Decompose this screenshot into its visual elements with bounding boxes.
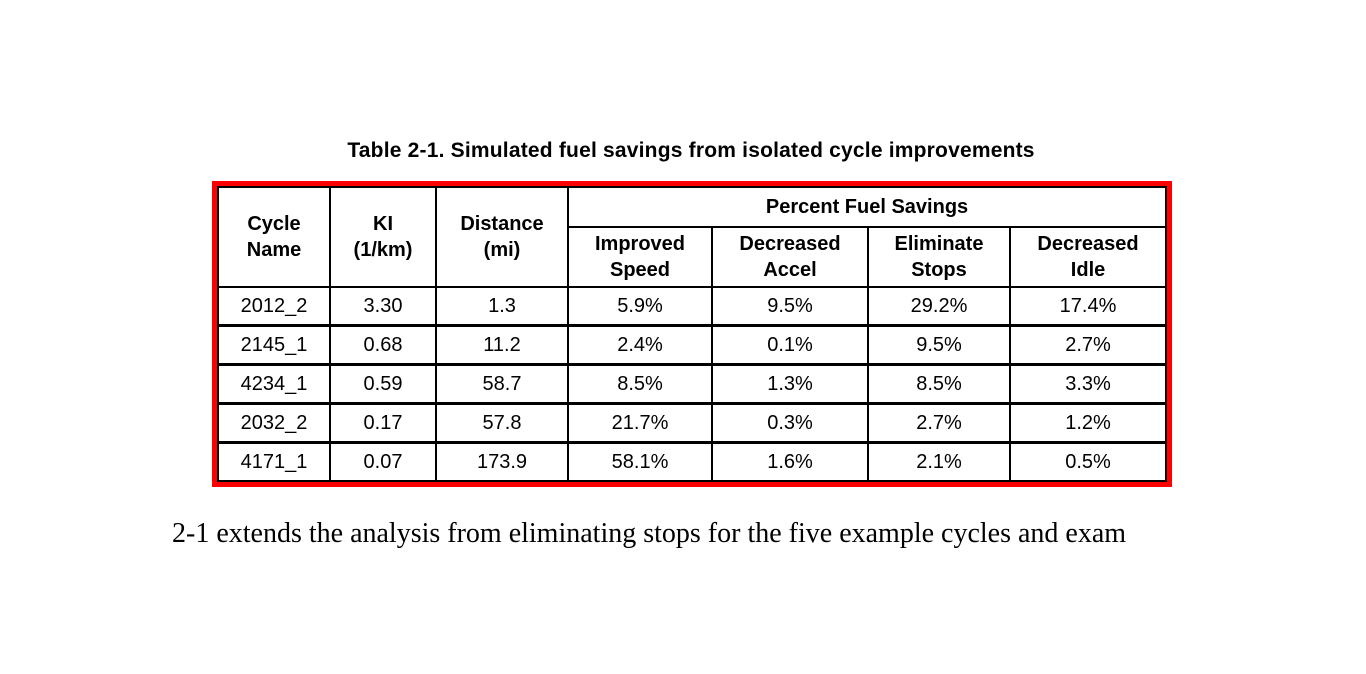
cell-eliminate-stops: 9.5% xyxy=(867,324,1011,366)
cell-ki: 0.07 xyxy=(329,441,437,482)
table-row: 4234_1 0.59 58.7 8.5% 1.3% 8.5% 3.3% xyxy=(217,363,1168,405)
cell-decreased-idle: 1.2% xyxy=(1008,402,1168,444)
table-red-frame: Cycle Name KI (1/km) Distance (mi) Perce… xyxy=(212,181,1173,487)
cell-improved-speed: 58.1% xyxy=(567,441,713,482)
cell-decreased-accel: 0.1% xyxy=(711,324,869,366)
cell-decreased-accel: 1.6% xyxy=(711,441,869,482)
col-header-cycle-name: Cycle Name xyxy=(217,186,331,288)
cell-improved-speed: 21.7% xyxy=(567,402,713,444)
cell-eliminate-stops: 8.5% xyxy=(867,363,1011,405)
table-row: 4171_1 0.07 173.9 58.1% 1.6% 2.1% 0.5% xyxy=(217,441,1168,482)
cell-distance: 58.7 xyxy=(435,363,569,405)
cell-decreased-accel: 0.3% xyxy=(711,402,869,444)
header-row-sub: Improved Speed Decreased Accel Eliminate… xyxy=(218,226,1168,288)
col-header-improved-speed: Improved Speed xyxy=(567,226,713,288)
cell-eliminate-stops: 2.1% xyxy=(867,441,1011,482)
fuel-savings-table: Cycle Name KI (1/km) Distance (mi) Perce… xyxy=(217,186,1168,482)
table-caption: Table 2-1. Simulated fuel savings from i… xyxy=(347,139,1035,162)
table-row: 2145_1 0.68 11.2 2.4% 0.1% 9.5% 2.7% xyxy=(217,324,1168,366)
cell-cycle-name: 2032_2 xyxy=(217,402,331,444)
cell-distance: 57.8 xyxy=(435,402,569,444)
cell-decreased-idle: 3.3% xyxy=(1008,363,1168,405)
cell-ki: 0.59 xyxy=(329,363,437,405)
cell-improved-speed: 5.9% xyxy=(567,286,713,327)
cell-decreased-idle: 17.4% xyxy=(1008,286,1168,327)
table-row: 2032_2 0.17 57.8 21.7% 0.3% 2.7% 1.2% xyxy=(217,402,1168,444)
col-group-header-percent-fuel-savings: Percent Fuel Savings xyxy=(566,186,1168,228)
cell-decreased-idle: 0.5% xyxy=(1008,441,1168,482)
col-header-decreased-idle: Decreased Idle xyxy=(1008,226,1168,288)
cell-cycle-name: 2145_1 xyxy=(217,324,331,366)
cell-distance: 173.9 xyxy=(435,441,569,482)
cell-decreased-accel: 9.5% xyxy=(711,286,869,327)
cell-improved-speed: 8.5% xyxy=(567,363,713,405)
cell-cycle-name: 4234_1 xyxy=(217,363,331,405)
cell-distance: 1.3 xyxy=(435,286,569,327)
cell-decreased-accel: 1.3% xyxy=(711,363,869,405)
cell-decreased-idle: 2.7% xyxy=(1008,324,1168,366)
body-text-line: 2-1 extends the analysis from eliminatin… xyxy=(172,518,1127,549)
cell-distance: 11.2 xyxy=(435,324,569,366)
cell-eliminate-stops: 2.7% xyxy=(867,402,1011,444)
cell-eliminate-stops: 29.2% xyxy=(867,286,1011,327)
cell-ki: 3.30 xyxy=(329,286,437,327)
col-header-eliminate-stops: Eliminate Stops xyxy=(867,226,1011,288)
cell-improved-speed: 2.4% xyxy=(567,324,713,366)
cell-cycle-name: 2012_2 xyxy=(217,286,331,327)
col-header-decreased-accel: Decreased Accel xyxy=(711,226,869,288)
cell-cycle-name: 4171_1 xyxy=(217,441,331,482)
col-header-ki: KI (1/km) xyxy=(329,186,437,288)
cell-ki: 0.68 xyxy=(329,324,437,366)
col-header-distance: Distance (mi) xyxy=(435,186,569,288)
cell-ki: 0.17 xyxy=(329,402,437,444)
table-row: 2012_2 3.30 1.3 5.9% 9.5% 29.2% 17.4% xyxy=(217,286,1168,327)
header-row-group: Cycle Name KI (1/km) Distance (mi) Perce… xyxy=(217,186,1168,288)
